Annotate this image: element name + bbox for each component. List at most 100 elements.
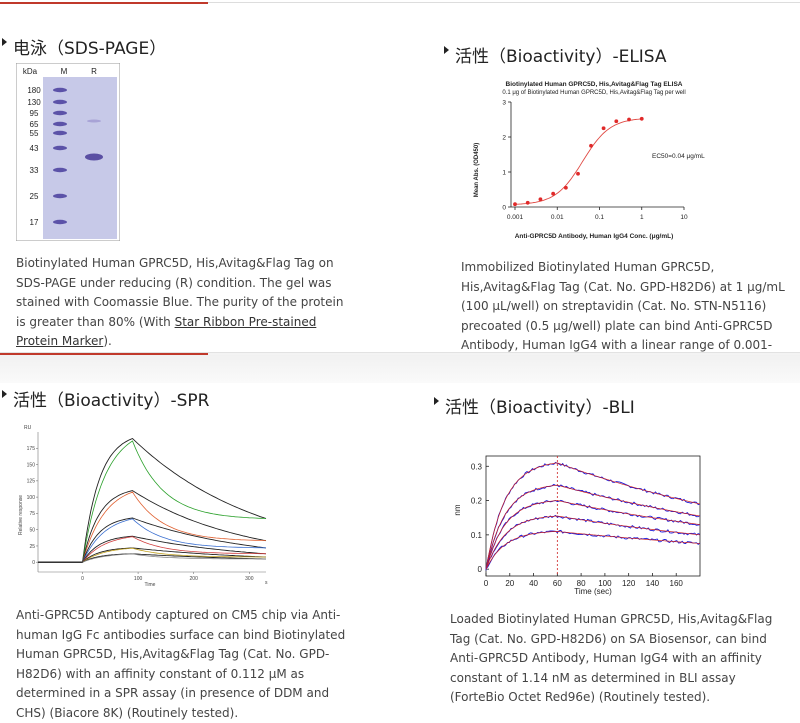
gel-marker-band [53,87,67,93]
spr-y-tick-label: 50 [29,527,35,533]
bli-raw-curve [485,514,701,570]
spr-y-tick-label: 175 [27,446,36,452]
bli-x-tick-label: 80 [577,579,586,588]
gel-marker-label: 65 [30,120,39,129]
spr-y-tick-label: 150 [27,462,36,468]
bli-fit-curve [485,500,701,570]
spr-xunit: s [265,580,268,586]
elisa-chart-subtitle: 0.1 μg of Biotinylated Human GPRC5D, His… [502,90,685,96]
spr-ylabel: Relative response [18,495,24,535]
elisa-ylabel: Mean Abs. (OD450) [474,143,480,197]
bli-fit-curve [485,462,701,570]
gel-marker-band [53,99,67,105]
elisa-data-point [639,116,644,121]
bli-y-tick-label: 0.2 [471,497,483,506]
spr-x-tick-label: 300 [245,576,254,582]
elisa-data-point [551,191,556,196]
gel-marker-label: 55 [30,129,39,138]
elisa-fit-curve [514,118,642,205]
elisa-data-point [589,143,593,148]
gel-marker-label: 33 [30,166,39,175]
bli-x-tick-label: 20 [505,579,514,588]
spr-sensorgram-curve [38,490,267,563]
triangle-bullet-icon [2,38,7,46]
triangle-bullet-icon [444,46,449,54]
gel-col-kda: kDa [23,67,38,76]
triangle-bullet-icon [434,397,439,405]
gel-marker-band [53,145,67,151]
gel-sample-band [85,153,103,161]
spr-sensorgram-curve [38,535,267,563]
spr-x-tick-label: 0 [81,576,84,582]
spr-chart: RU Relative response Time s 0 100 200 300 0 2… [18,425,268,588]
sds-page-description: Biotinylated Human GPRC5D, His,Avitag&Fl… [16,256,344,349]
gel-marker-band [53,121,67,127]
gel-col-m: M [61,67,68,76]
elisa-x-tick-label: 10 [680,214,688,221]
elisa-chart: Biotinylated Human GPRC5D, His,Avitag&Fl… [474,81,705,240]
spr-fit-curve [82,518,266,563]
elisa-data-point [513,202,517,207]
spr-sensorgram-curve [38,437,267,563]
elisa-data-point [563,185,568,190]
bli-chart: nm Time (sec) 0 20 40 60 80 100 120 140 160 0 0.1 0… [453,455,701,596]
elisa-data-point [538,197,543,202]
spr-y-tick-label: 125 [27,479,36,485]
spr-yunit: RU [24,425,32,431]
spr-x-tick-label: 100 [134,576,143,582]
gel-marker-band [53,219,67,225]
spr-heading: 活性（Bioactivity）-SPR [2,386,209,411]
triangle-bullet-icon [2,390,7,398]
gel-marker-label: 180 [27,86,41,95]
gel-marker-band [53,130,67,136]
section-divider [0,352,800,383]
elisa-data-point [601,126,606,131]
elisa-y-tick-label: 3 [502,100,506,107]
spr-fit-curve [82,547,266,563]
elisa-data-point [525,200,530,205]
bli-raw-curve [485,483,701,571]
gel-sample-faint-band [87,119,101,123]
elisa-data-point [627,117,631,122]
bli-xlabel: Time (sec) [574,587,612,596]
spr-fit-curve [82,491,266,563]
elisa-xlabel: Anti-GPRC5D Antibody, Human IgG4 Conc. (… [515,233,674,240]
bli-x-tick-label: 100 [598,579,612,588]
bli-fit-curve [485,515,701,570]
elisa-data-point [576,171,580,176]
spr-x-tick-label: 200 [190,576,199,582]
spr-fit-curve [82,440,267,563]
gel-marker-label: 43 [30,144,39,153]
elisa-y-tick-label: 0 [502,205,506,212]
gel-marker-band [53,167,67,173]
bli-x-tick-label: 120 [622,579,636,588]
spr-y-tick-label: 0 [32,560,35,566]
elisa-x-tick-label: 0.01 [551,214,564,221]
gel-marker-label: 17 [30,218,39,227]
bli-raw-curve [485,499,701,569]
bli-ylabel: nm [453,504,462,515]
gel-marker-band [53,193,67,199]
elisa-y-tick-label: 1 [502,170,506,177]
elisa-y-tick-label: 2 [502,135,506,142]
spr-y-tick-label: 25 [29,544,35,550]
bli-raw-curve [485,529,701,569]
bli-fit-curve [485,484,701,570]
gel-col-r: R [91,67,97,76]
spr-sensorgram-curve [38,517,267,563]
marker-link[interactable]: Star Ribbon Pre-stained Protein Marker [16,314,317,349]
spr-description: Anti-GPRC5D Antibody captured on CM5 chi… [16,608,346,720]
elisa-x-tick-label: 1 [640,214,644,221]
elisa-ec50-annotation: EC50=0.04 μg/mL [652,153,705,160]
gel-marker-label: 25 [30,192,39,201]
spr-y-tick-label: 75 [29,511,35,517]
bli-x-tick-label: 0 [484,579,489,588]
spr-sensorgram-curve [38,553,267,563]
elisa-x-tick-label: 0.001 [507,214,524,221]
gel-marker-label: 130 [27,98,41,107]
bli-x-tick-label: 60 [553,579,562,588]
gel-marker-band [53,110,67,116]
bli-raw-curve [485,461,701,570]
bli-x-tick-label: 160 [670,579,684,588]
